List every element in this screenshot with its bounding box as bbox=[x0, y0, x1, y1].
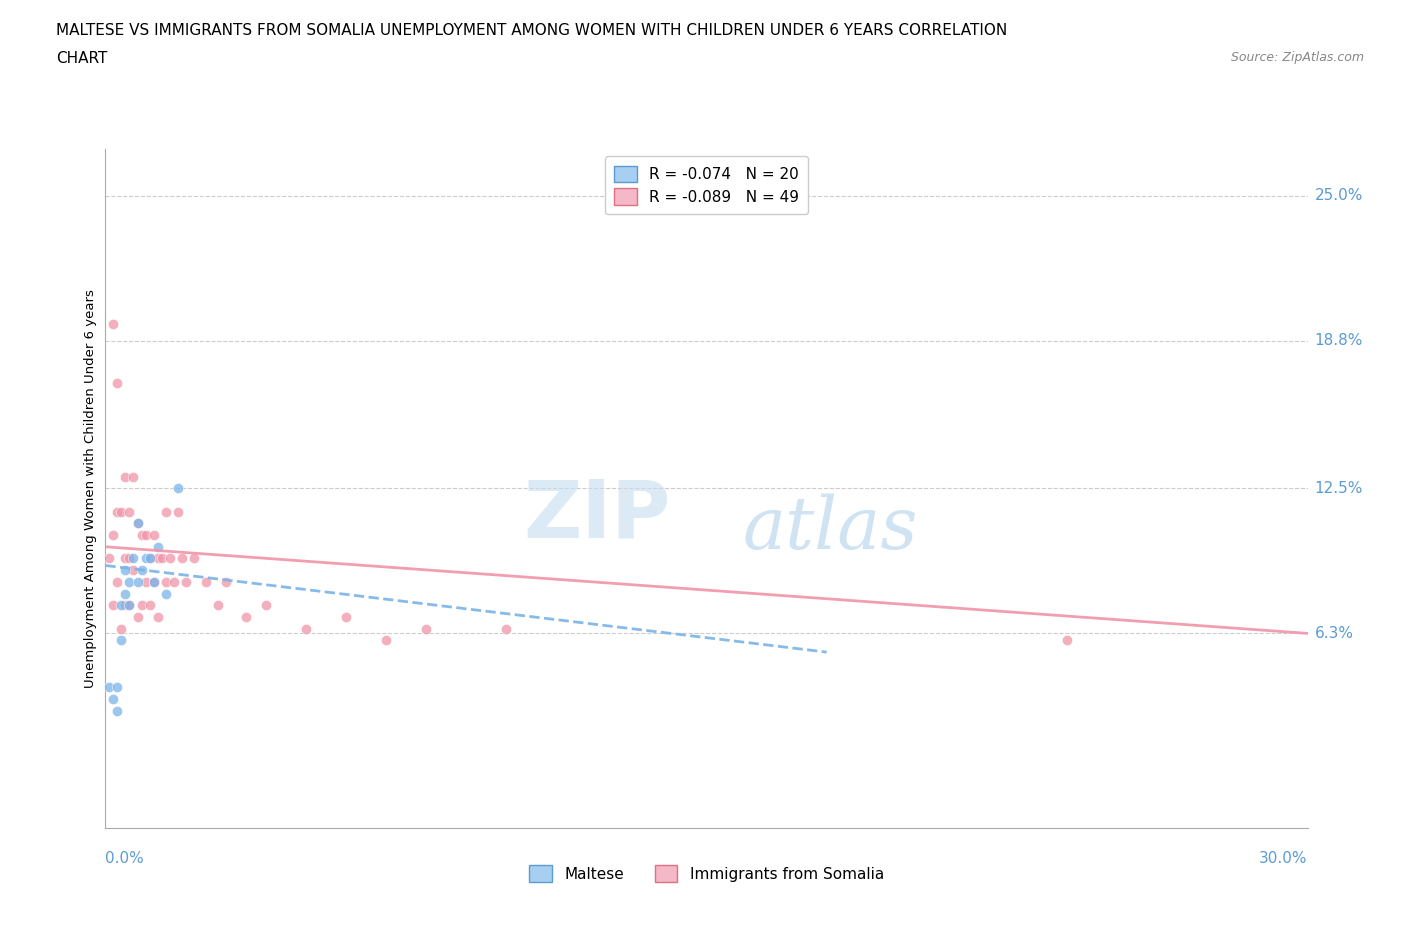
Point bbox=[118, 551, 141, 566]
Point bbox=[107, 680, 129, 695]
Point bbox=[162, 575, 184, 590]
Point bbox=[495, 621, 517, 636]
Point bbox=[110, 504, 132, 519]
Point bbox=[114, 598, 136, 613]
Text: ZIP: ZIP bbox=[523, 476, 671, 554]
Point bbox=[110, 621, 132, 636]
Point bbox=[118, 575, 141, 590]
Point bbox=[254, 598, 277, 613]
Point bbox=[295, 621, 318, 636]
Point bbox=[214, 575, 236, 590]
Point bbox=[146, 551, 169, 566]
Point bbox=[110, 598, 132, 613]
Point bbox=[135, 575, 157, 590]
Point bbox=[138, 551, 160, 566]
Text: MALTESE VS IMMIGRANTS FROM SOMALIA UNEMPLOYMENT AMONG WOMEN WITH CHILDREN UNDER : MALTESE VS IMMIGRANTS FROM SOMALIA UNEMP… bbox=[56, 23, 1008, 38]
Text: atlas: atlas bbox=[742, 494, 918, 565]
Point bbox=[114, 469, 136, 484]
Point bbox=[98, 680, 121, 695]
Point bbox=[166, 481, 188, 496]
Point bbox=[335, 609, 357, 624]
Legend: Maltese, Immigrants from Somalia: Maltese, Immigrants from Somalia bbox=[523, 859, 890, 888]
Point bbox=[118, 598, 141, 613]
Point bbox=[170, 551, 193, 566]
Y-axis label: Unemployment Among Women with Children Under 6 years: Unemployment Among Women with Children U… bbox=[84, 289, 97, 687]
Point bbox=[146, 609, 169, 624]
Text: 30.0%: 30.0% bbox=[1260, 851, 1308, 866]
Point bbox=[103, 527, 125, 542]
Point bbox=[142, 527, 165, 542]
Text: 6.3%: 6.3% bbox=[1315, 626, 1354, 641]
Point bbox=[415, 621, 437, 636]
Point bbox=[155, 575, 177, 590]
Point bbox=[122, 563, 145, 578]
Point bbox=[142, 575, 165, 590]
Point bbox=[127, 516, 149, 531]
Point bbox=[118, 598, 141, 613]
Point bbox=[1056, 633, 1078, 648]
Point bbox=[159, 551, 181, 566]
Point bbox=[122, 469, 145, 484]
Text: 0.0%: 0.0% bbox=[105, 851, 145, 866]
Point bbox=[107, 376, 129, 391]
Point bbox=[155, 586, 177, 601]
Point bbox=[107, 703, 129, 718]
Text: Source: ZipAtlas.com: Source: ZipAtlas.com bbox=[1230, 51, 1364, 64]
Text: CHART: CHART bbox=[56, 51, 108, 66]
Point bbox=[138, 598, 160, 613]
Point bbox=[107, 575, 129, 590]
Point bbox=[127, 516, 149, 531]
Point bbox=[135, 527, 157, 542]
Point bbox=[122, 551, 145, 566]
Point bbox=[131, 598, 153, 613]
Point bbox=[138, 551, 160, 566]
Point bbox=[194, 575, 217, 590]
Point bbox=[207, 598, 229, 613]
Point bbox=[107, 504, 129, 519]
Point bbox=[183, 551, 205, 566]
Point bbox=[127, 575, 149, 590]
Point bbox=[155, 504, 177, 519]
Text: 25.0%: 25.0% bbox=[1315, 188, 1362, 203]
Point bbox=[110, 633, 132, 648]
Point bbox=[135, 551, 157, 566]
Point bbox=[114, 586, 136, 601]
Point bbox=[174, 575, 197, 590]
Point bbox=[150, 551, 173, 566]
Point bbox=[374, 633, 398, 648]
Point bbox=[131, 563, 153, 578]
Point bbox=[103, 692, 125, 707]
Point bbox=[166, 504, 188, 519]
Point bbox=[114, 563, 136, 578]
Point bbox=[103, 317, 125, 332]
Point bbox=[235, 609, 257, 624]
Point bbox=[98, 551, 121, 566]
Text: 18.8%: 18.8% bbox=[1315, 333, 1362, 348]
Point bbox=[103, 598, 125, 613]
Point bbox=[127, 609, 149, 624]
Point bbox=[114, 551, 136, 566]
Point bbox=[118, 504, 141, 519]
Point bbox=[131, 527, 153, 542]
Point bbox=[146, 539, 169, 554]
Point bbox=[142, 575, 165, 590]
Text: 12.5%: 12.5% bbox=[1315, 481, 1362, 496]
